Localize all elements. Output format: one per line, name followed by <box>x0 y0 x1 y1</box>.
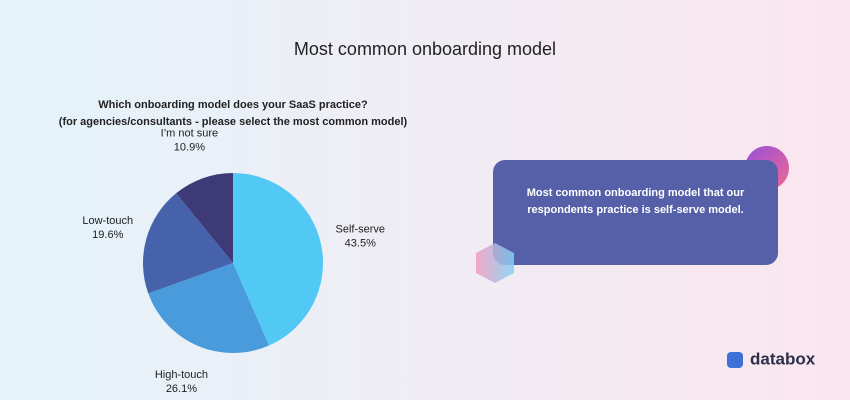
logo: databox <box>727 349 816 368</box>
logo-icon <box>727 352 743 368</box>
pie-slice <box>143 193 233 294</box>
chart-subtitle: (for agencies/consultants - please selec… <box>59 116 408 128</box>
decoration <box>476 243 514 283</box>
callout-text: Most common onboarding model that our re… <box>526 187 745 216</box>
chart-title: Most common onboarding model <box>294 39 556 59</box>
pie: Self-serve 43.5% High-touch 26.1% Low-touch 1… <box>82 127 385 395</box>
slice-label: Self-serve <box>335 223 385 235</box>
slice-value-label: 26.1% <box>166 383 197 395</box>
pie-slice <box>148 263 269 353</box>
slice-value-label: 10.9% <box>174 141 205 153</box>
pie-slice <box>176 173 233 263</box>
slice-value-label: 19.6% <box>92 229 123 241</box>
chart-subtitle: Which onboarding model does your SaaS pr… <box>98 99 368 111</box>
callout-box <box>493 160 778 265</box>
logo-text: databox <box>750 349 816 368</box>
callout: Most common onboarding model that our re… <box>526 187 745 216</box>
slice-label: I’m not sure <box>161 127 218 139</box>
slice-label: High-touch <box>155 369 208 381</box>
slice-label: Low-touch <box>82 215 133 227</box>
slice-value-label: 43.5% <box>345 237 376 249</box>
pie-slice <box>233 173 323 346</box>
